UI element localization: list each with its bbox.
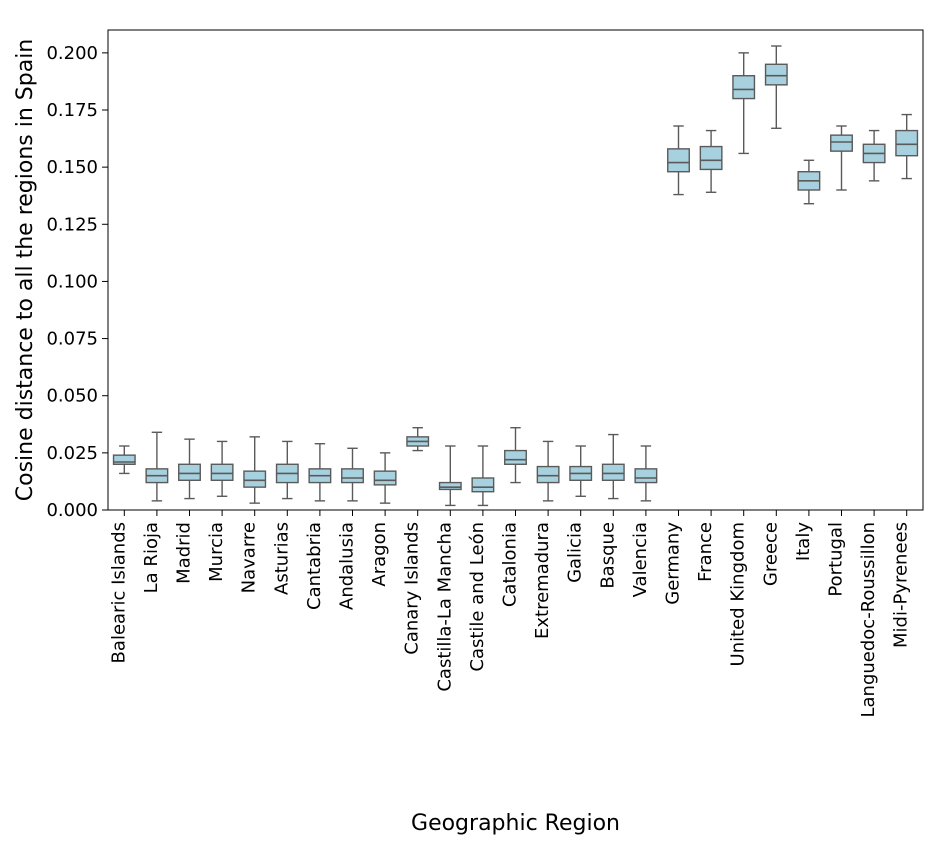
- chart-svg: 0.000 0.025 0.050 0.075 0.100 0.125 0.150 0.175…: [0, 0, 945, 854]
- x-tick-label: Extremadura: [532, 522, 553, 639]
- x-tick-label: Catalonia: [500, 522, 521, 607]
- x-tick-label: Portugal: [826, 522, 847, 597]
- box: [603, 464, 625, 480]
- x-tick-label: Castile and León: [467, 522, 488, 672]
- box: [472, 478, 494, 492]
- box: [766, 64, 788, 85]
- box: [831, 135, 853, 151]
- x-tick-label: La Rioja: [141, 522, 162, 593]
- box: [211, 464, 233, 480]
- x-tick-label: United Kingdom: [728, 522, 749, 666]
- box: [114, 455, 136, 464]
- x-tick-label: Madrid: [174, 522, 195, 584]
- box: [505, 451, 527, 465]
- x-tick-label: Castilla-La Mancha: [434, 522, 455, 692]
- y-tick-label: 0.175: [46, 100, 98, 121]
- y-tick-label: 0.075: [46, 329, 98, 350]
- box: [668, 149, 690, 172]
- x-tick-label: Basque: [597, 522, 618, 589]
- y-tick-label: 0.150: [46, 157, 98, 178]
- x-axis-title-svg: Geographic Region: [411, 811, 620, 836]
- box: [896, 131, 918, 156]
- y-tick-label: 0.050: [46, 386, 98, 407]
- y-tick-label: 0.100: [46, 271, 98, 292]
- y-tick-label: 0.000: [46, 500, 98, 521]
- box: [537, 467, 559, 483]
- x-tick-label: Italy: [793, 522, 814, 561]
- box: [635, 469, 657, 483]
- x-tick-label: Greece: [760, 522, 781, 586]
- x-tick-label: Cantabria: [304, 522, 325, 610]
- x-tick-label: France: [695, 522, 716, 582]
- y-tick-label: 0.200: [46, 43, 98, 64]
- x-tick-label: Midi-Pyrenees: [891, 522, 912, 648]
- box: [179, 464, 201, 480]
- x-tick-label: Navarre: [239, 522, 260, 593]
- x-tick-label: Balearic Islands: [108, 522, 129, 663]
- x-tick-label: Aragon: [369, 522, 390, 587]
- box: [733, 76, 755, 99]
- box: [440, 483, 462, 490]
- y-axis-title-svg: Cosine distance to all the regions in Sp…: [13, 39, 38, 502]
- x-tick-label: Andalusia: [337, 522, 358, 610]
- x-tick-label: Galicia: [565, 522, 586, 583]
- x-tick-label: Languedoc-Roussillon: [858, 522, 879, 718]
- y-tick-label: 0.025: [46, 443, 98, 464]
- box: [244, 471, 266, 487]
- x-tick-label: Valencia: [630, 522, 651, 597]
- x-tick-label: Murcia: [206, 522, 227, 582]
- box: [342, 469, 364, 483]
- y-tick-label: 0.125: [46, 214, 98, 235]
- box: [374, 471, 396, 485]
- box: [700, 147, 722, 170]
- x-tick-label: Asturias: [271, 522, 292, 595]
- boxplot-chart: 0.000 0.025 0.050 0.075 0.100 0.125 0.150 0.175…: [0, 0, 945, 854]
- x-tick-label: Canary Islands: [402, 522, 423, 655]
- x-tick-label: Germany: [663, 522, 684, 605]
